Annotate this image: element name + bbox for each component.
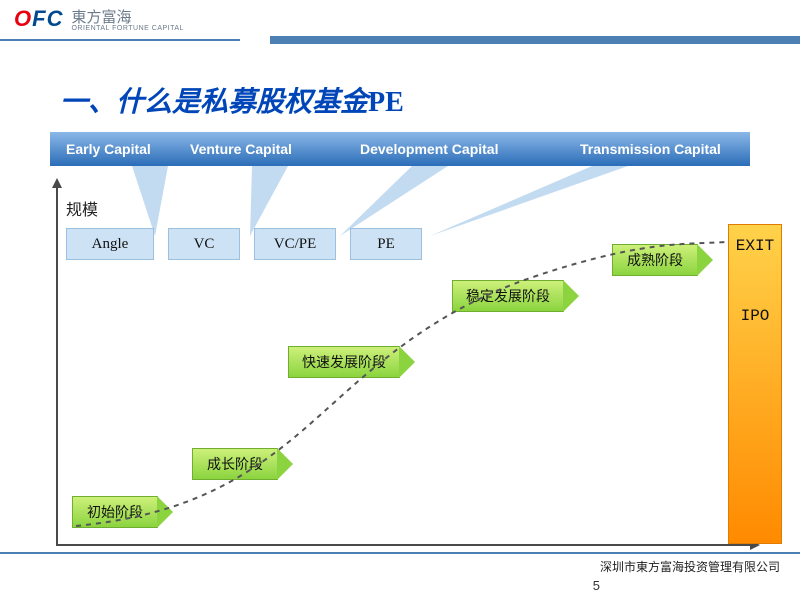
logo-sub: ORIENTAL FORTUNE CAPITAL [71, 25, 183, 32]
page-number: 5 [593, 578, 600, 593]
logo-mark: OFC [14, 6, 63, 32]
logo-o: O [14, 6, 32, 31]
stage-box: VC/PE [254, 228, 336, 260]
logo-text-group: 東方富海 ORIENTAL FORTUNE CAPITAL [71, 6, 183, 32]
exit-box: EXIT IPO [728, 224, 782, 544]
band-label: Development Capital [360, 141, 498, 157]
title-suffix: PE [368, 87, 404, 118]
exit-label: EXIT [729, 237, 781, 255]
growth-stage-arrow: 成熟阶段 [612, 244, 698, 276]
footer-text: 深圳市東方富海投资管理有限公司 [600, 558, 780, 575]
band-label: Venture Capital [190, 141, 292, 157]
slide-page: OFC 東方富海 ORIENTAL FORTUNE CAPITAL 一、什么是私… [0, 0, 800, 600]
title-prefix: 一、什么是私募股权基金 [60, 86, 368, 117]
footer-line [0, 552, 800, 554]
stage-box: Angle [66, 228, 154, 260]
logo-cn: 東方富海 [71, 10, 131, 26]
band-label: Early Capital [66, 141, 151, 157]
growth-stage-arrow: 成长阶段 [192, 448, 278, 480]
x-axis [56, 544, 752, 546]
y-axis-label: 规模 [66, 196, 98, 220]
y-axis [56, 186, 58, 546]
page-title: 一、什么是私募股权基金PE [60, 80, 404, 120]
growth-stage-arrow: 稳定发展阶段 [452, 280, 564, 312]
stage-box: PE [350, 228, 422, 260]
stage-box: VC [168, 228, 240, 260]
band-label: Transmission Capital [580, 141, 721, 157]
growth-stage-arrow: 初始阶段 [72, 496, 158, 528]
top-stripe [0, 36, 800, 44]
capital-band: Early Capital Venture Capital Development … [50, 132, 750, 166]
ipo-label: IPO [729, 307, 781, 325]
growth-stage-arrow: 快速发展阶段 [288, 346, 400, 378]
logo: OFC 東方富海 ORIENTAL FORTUNE CAPITAL [14, 6, 184, 32]
logo-fc: FC [32, 6, 63, 31]
